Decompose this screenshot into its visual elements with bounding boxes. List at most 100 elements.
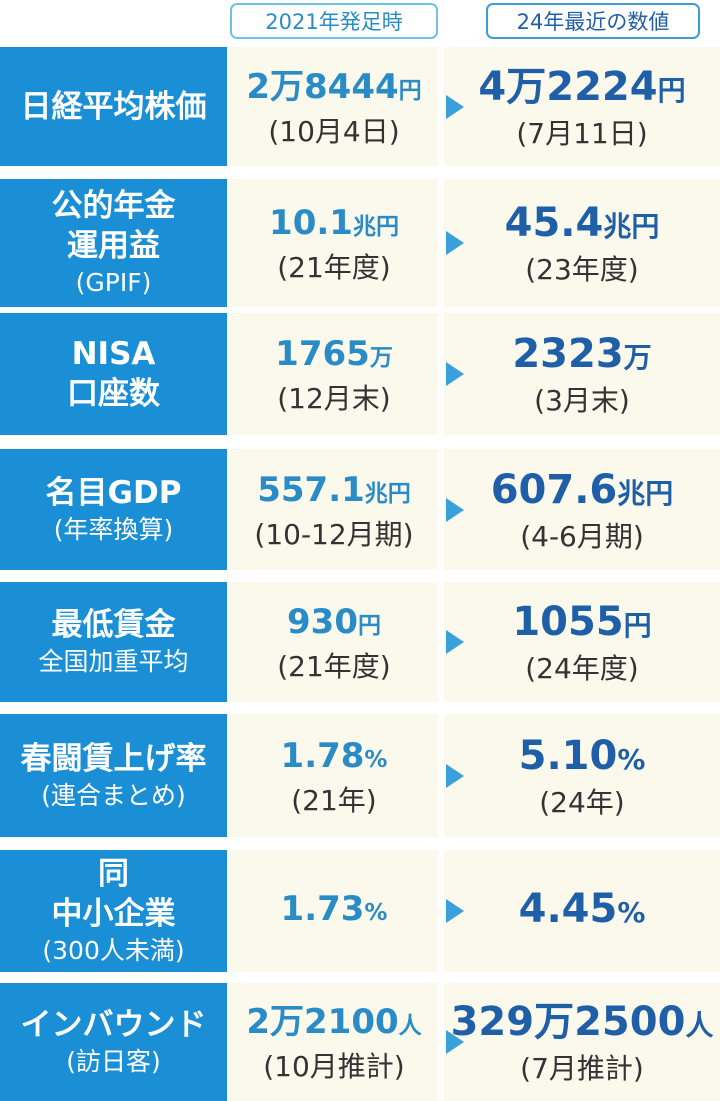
value-cell-2024: 45.4兆円 (23年度) <box>444 179 720 307</box>
value-unit: 円 <box>398 77 422 104</box>
row-label-line: 名目GDP <box>45 474 182 511</box>
row-label: 名目GDP (年率換算) <box>0 449 227 570</box>
value-2024: 607.6兆円 <box>491 465 674 519</box>
value-number: 557.1 <box>257 469 365 510</box>
value-cell-2021: 1.78% (21年) <box>230 714 438 837</box>
arrow-right-icon <box>446 1030 464 1054</box>
value-unit: 兆円 <box>352 214 399 240</box>
value-number: 2万2100 <box>246 1002 399 1042</box>
header-2024: 24年最近の数値 <box>486 3 700 39</box>
value-cell-2021: 10.1兆円 (21年度) <box>230 179 438 307</box>
row-label-line: インバウンド <box>20 1007 207 1043</box>
value-number: 1765 <box>275 334 370 374</box>
table-row: NISA 口座数 1765万 (12月末) 2323万 (3月末) <box>0 313 720 435</box>
row-sublabel: 全国加重平均 <box>38 647 189 676</box>
row-label: インバウンド (訪日客) <box>0 983 227 1101</box>
value-note: (10月4日) <box>268 114 400 148</box>
value-cell-2024: 2323万 (3月末) <box>444 313 720 435</box>
table-row: 公的年金 運用益 (GPIF) 10.1兆円 (21年度) 45.4兆円 (23年度) <box>0 179 720 307</box>
value-2021: 10.1兆円 <box>269 200 399 250</box>
value-2024: 45.4兆円 <box>505 198 660 252</box>
value-unit: 万 <box>623 341 652 374</box>
value-cell-2024: 329万2500人 (7月推計) <box>444 983 720 1101</box>
value-cell-2021: 2万2100人 (10月推計) <box>230 983 438 1101</box>
value-number: 607.6 <box>490 466 618 513</box>
value-note: (21年) <box>291 783 377 817</box>
value-unit: 万 <box>369 345 393 371</box>
arrow-right-icon <box>446 763 464 788</box>
value-unit: 人 <box>685 1009 714 1042</box>
row-label-line: 公的年金 <box>51 188 176 224</box>
value-2024: 1055円 <box>512 597 651 651</box>
value-2024: 2323万 <box>512 329 651 383</box>
value-number: 10.1 <box>269 203 353 243</box>
value-note: (3月末) <box>534 384 630 417</box>
row-sublabel: (訪日客) <box>66 1047 161 1076</box>
arrow-right-icon <box>446 899 464 923</box>
value-cell-2024: 4万2224円 (7月11日) <box>444 47 720 166</box>
row-label: NISA 口座数 <box>0 313 227 435</box>
table-row: インバウンド (訪日客) 2万2100人 (10月推計) 329万2500人 (7月推計) <box>0 983 720 1101</box>
arrow-right-icon <box>446 231 464 255</box>
value-2021: 2万8444円 <box>246 64 421 114</box>
value-number: 4.45 <box>518 886 618 932</box>
row-label-line: 日経平均株価 <box>20 88 207 125</box>
row-label-line: 中小企業 <box>51 896 176 932</box>
row-label-line: 同 <box>98 856 129 892</box>
value-number: 2万8444 <box>246 66 399 107</box>
value-cell-2021: 557.1兆円 (10-12月期) <box>230 449 438 570</box>
value-cell-2024: 4.45% <box>444 850 720 972</box>
row-label: 公的年金 運用益 (GPIF) <box>0 179 227 307</box>
value-2024: 4.45% <box>519 884 646 938</box>
value-number: 1.73 <box>280 889 365 929</box>
value-unit: 兆円 <box>617 476 674 510</box>
value-unit: % <box>617 742 646 776</box>
value-note: (4-6月期) <box>520 519 644 553</box>
value-note: (7月推計) <box>520 1052 644 1085</box>
value-note: (21年度) <box>277 251 391 284</box>
value-2021: 2万2100人 <box>246 999 421 1049</box>
arrow-right-icon <box>446 94 464 119</box>
row-label: 日経平均株価 <box>0 47 227 166</box>
value-2021: 557.1兆円 <box>257 467 411 517</box>
row-sublabel: (年率換算) <box>53 514 174 544</box>
value-unit: % <box>364 900 388 926</box>
value-number: 45.4 <box>504 200 604 246</box>
value-2024: 4万2224円 <box>478 62 685 116</box>
value-2021: 1765万 <box>275 331 393 381</box>
value-2024: 5.10% <box>519 731 646 785</box>
value-note: (10-12月期) <box>254 517 414 551</box>
row-label: 春闘賃上げ率 (連合まとめ) <box>0 714 227 837</box>
value-unit: 兆円 <box>364 480 411 507</box>
row-label-line: NISA <box>71 336 156 372</box>
value-number: 930 <box>287 602 358 642</box>
value-unit: 人 <box>398 1013 422 1039</box>
value-note: (10月推計) <box>263 1050 405 1083</box>
value-unit: 円 <box>623 609 652 642</box>
value-cell-2024: 1055円 (24年度) <box>444 582 720 702</box>
table-row: 同中小企業 (300人未満) 1.73% 4.45% <box>0 850 720 972</box>
row-label-line: 運用益 <box>67 228 160 264</box>
value-unit: 兆円 <box>603 210 660 243</box>
row-label: 最低賃金全国加重平均 <box>0 582 227 702</box>
value-2021: 930円 <box>287 599 381 649</box>
table-row: 最低賃金 全国加重平均 930円 (21年度) 1055円 (24年度) <box>0 582 720 702</box>
arrow-right-icon <box>446 362 464 386</box>
row-sublabel: (300人未満) <box>42 936 185 965</box>
value-cell-2024: 5.10% (24年) <box>444 714 720 837</box>
row-label-line: 春闘賃上げ率 <box>20 740 207 777</box>
value-number: 1.78 <box>280 735 365 776</box>
value-note: (24年) <box>539 785 625 819</box>
value-note: (21年度) <box>277 650 391 683</box>
value-2024: 329万2500人 <box>451 997 714 1051</box>
value-cell-2024: 607.6兆円 (4-6月期) <box>444 449 720 570</box>
value-number: 5.10 <box>518 732 618 779</box>
header-2021: 2021年発足時 <box>230 3 438 39</box>
row-label-line: 最低賃金 <box>51 607 176 643</box>
value-cell-2021: 1.73% <box>230 850 438 972</box>
value-cell-2021: 2万8444円 (10月4日) <box>230 47 438 166</box>
arrow-right-icon <box>446 630 464 654</box>
value-unit: 円 <box>657 73 686 107</box>
value-note: (7月11日) <box>516 116 648 150</box>
table-row: 名目GDP (年率換算) 557.1兆円 (10-12月期) 607.6兆円 (4-6月期… <box>0 449 720 570</box>
